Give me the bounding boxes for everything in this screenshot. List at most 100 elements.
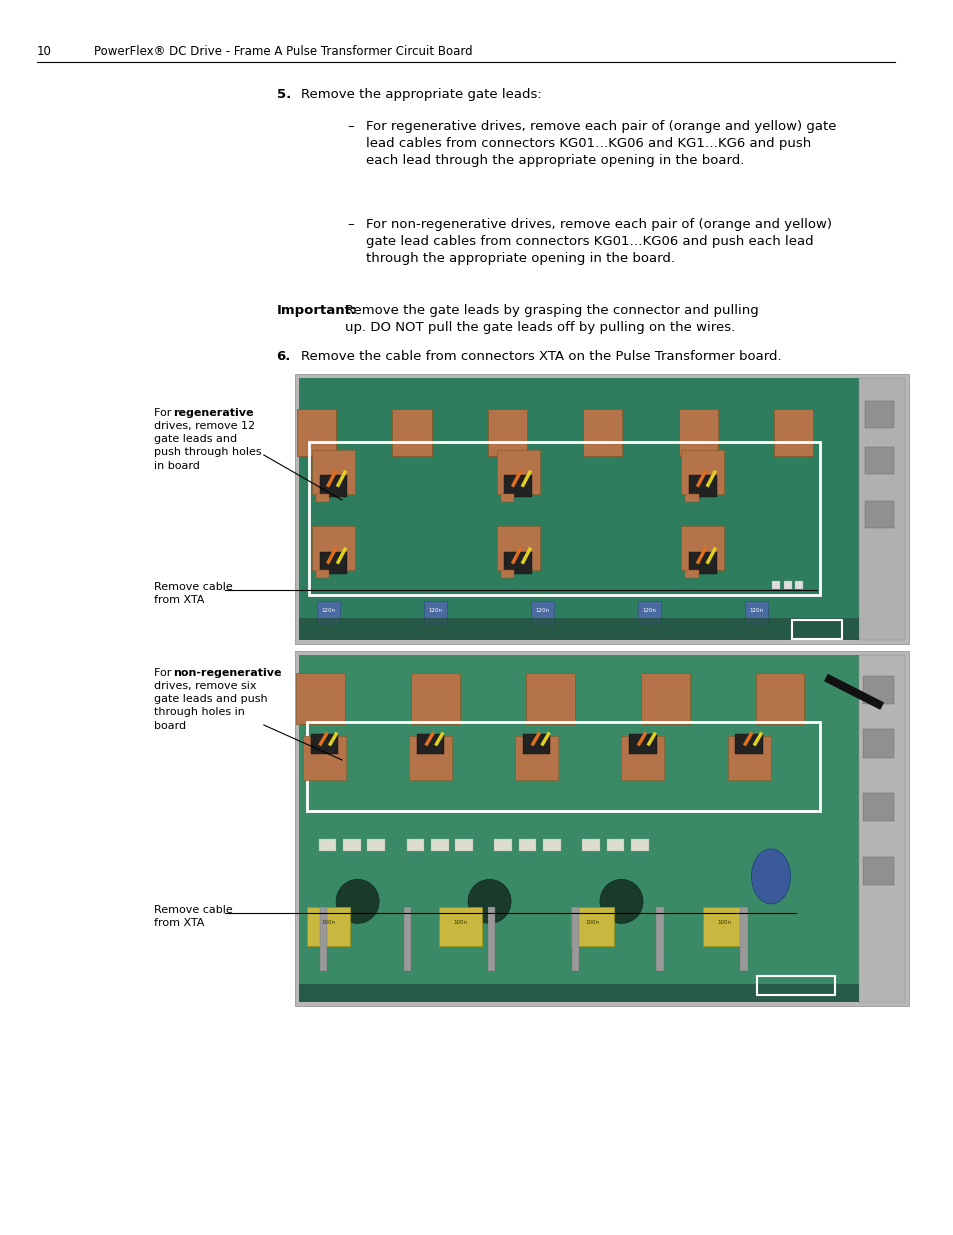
Bar (782, 580, 791, 589)
Bar (735, 734, 762, 755)
Bar (638, 600, 660, 625)
Bar (487, 906, 495, 971)
Bar (680, 526, 723, 571)
Bar (678, 409, 717, 457)
Text: 120n: 120n (749, 608, 762, 613)
Bar (640, 673, 689, 724)
Bar (367, 840, 385, 851)
Text: Remove the cable from connectors XTA on the Pulse Transformer board.: Remove the cable from connectors XTA on … (300, 350, 781, 363)
Bar (312, 450, 355, 494)
Bar (295, 673, 345, 724)
Bar (296, 409, 335, 457)
Text: 100n: 100n (717, 920, 731, 925)
Text: For: For (154, 408, 175, 417)
Bar (689, 552, 716, 574)
Bar (522, 734, 550, 755)
Bar (771, 580, 779, 589)
Bar (862, 729, 893, 757)
Bar (689, 475, 716, 498)
Bar (312, 526, 355, 571)
Bar (319, 906, 327, 971)
Bar (606, 840, 624, 851)
Text: non-regenerative: non-regenerative (172, 668, 281, 678)
Bar (863, 501, 893, 527)
Bar (294, 651, 908, 1007)
Bar (858, 655, 903, 1002)
Bar (620, 736, 664, 781)
Text: 6.: 6. (276, 350, 291, 363)
Bar (406, 840, 424, 851)
Bar (727, 736, 770, 781)
Bar (504, 552, 531, 574)
Bar (309, 441, 819, 595)
Text: 100n: 100n (321, 920, 335, 925)
Bar (298, 619, 858, 640)
Text: Remove the gate leads by grasping the connector and pulling
up. DO NOT pull the : Remove the gate leads by grasping the co… (345, 304, 758, 333)
Bar (680, 450, 723, 494)
Bar (631, 840, 648, 851)
Bar (303, 736, 346, 781)
Bar (438, 906, 481, 946)
Bar (862, 676, 893, 704)
Text: For: For (154, 668, 175, 678)
Bar (311, 734, 337, 755)
Bar (570, 906, 614, 946)
Bar (702, 906, 745, 946)
Bar (403, 906, 411, 971)
Bar (497, 526, 539, 571)
Bar (298, 984, 858, 1002)
Bar (500, 494, 514, 501)
Text: Remove cable
from XTA: Remove cable from XTA (154, 905, 233, 929)
Text: regenerative: regenerative (172, 408, 253, 417)
Bar (392, 409, 431, 457)
Bar (431, 840, 448, 851)
Bar (862, 857, 893, 885)
Text: 100n: 100n (453, 920, 467, 925)
Text: For non-regenerative drives, remove each pair of (orange and yellow)
gate lead c: For non-regenerative drives, remove each… (366, 219, 832, 266)
Bar (343, 840, 360, 851)
Bar (500, 571, 514, 578)
Bar (416, 734, 444, 755)
Circle shape (335, 879, 378, 924)
Bar (629, 734, 656, 755)
Bar (755, 673, 803, 724)
Bar (543, 840, 560, 851)
Circle shape (468, 879, 511, 924)
Text: 120n: 120n (428, 608, 442, 613)
Bar (316, 600, 339, 625)
Bar (423, 600, 447, 625)
Bar (530, 600, 554, 625)
Bar (315, 571, 329, 578)
Bar (863, 401, 893, 429)
Bar (307, 906, 350, 946)
Text: PowerFlex® DC Drive - Frame A Pulse Transformer Circuit Board: PowerFlex® DC Drive - Frame A Pulse Tran… (93, 44, 472, 58)
Bar (307, 722, 819, 810)
Bar (684, 571, 699, 578)
Bar (791, 620, 841, 638)
Bar (315, 494, 329, 501)
Bar (744, 600, 767, 625)
Bar (409, 736, 452, 781)
Text: For regenerative drives, remove each pair of (orange and yellow) gate
lead cable: For regenerative drives, remove each pai… (366, 120, 836, 167)
Text: 120n: 120n (321, 608, 335, 613)
Bar (739, 906, 747, 971)
Text: drives, remove 12
gate leads and
push through holes
in board: drives, remove 12 gate leads and push th… (154, 421, 262, 471)
Bar (494, 840, 512, 851)
Bar (487, 409, 526, 457)
Ellipse shape (751, 848, 790, 904)
Text: 100n: 100n (585, 920, 598, 925)
Text: Remove the appropriate gate leads:: Remove the appropriate gate leads: (300, 88, 541, 101)
Text: 10: 10 (37, 44, 52, 58)
Bar (319, 552, 347, 574)
Bar (773, 409, 812, 457)
Text: Important:: Important: (276, 304, 356, 317)
Bar (455, 840, 473, 851)
Circle shape (599, 879, 642, 924)
Text: 120n: 120n (535, 608, 549, 613)
Bar (298, 655, 858, 1002)
Text: drives, remove six
gate leads and push
through holes in
board: drives, remove six gate leads and push t… (154, 680, 268, 731)
Bar (319, 475, 347, 498)
Text: 5.: 5. (276, 88, 291, 101)
Bar (504, 475, 531, 498)
Text: Remove cable
from XTA: Remove cable from XTA (154, 582, 233, 605)
